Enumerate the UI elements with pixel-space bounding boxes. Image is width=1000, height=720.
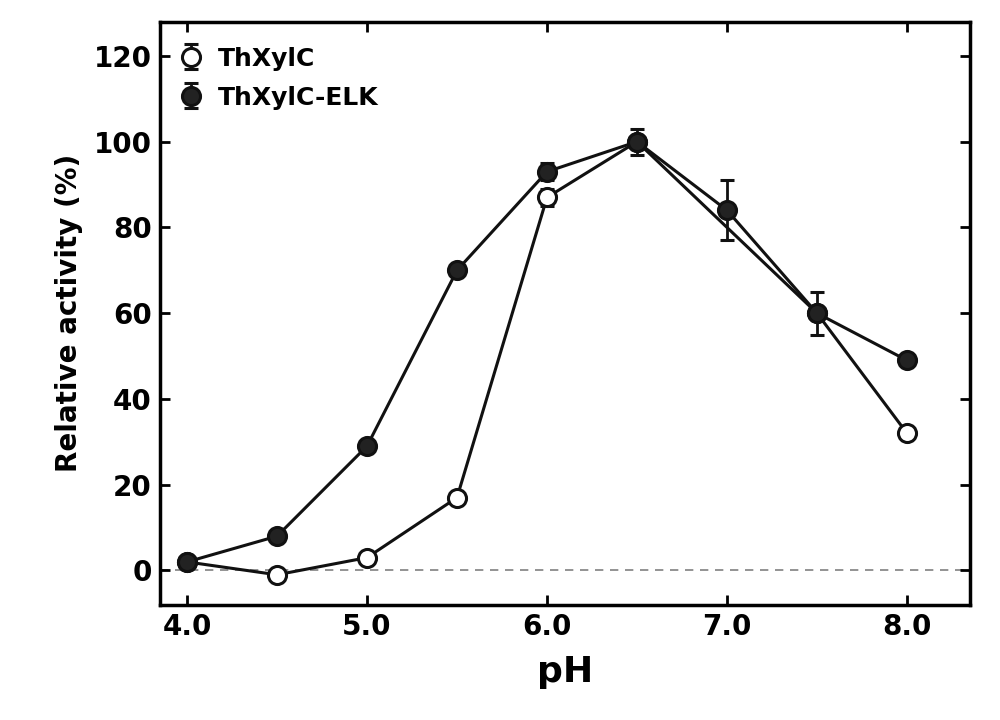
Y-axis label: Relative activity (%): Relative activity (%) — [55, 154, 83, 472]
Legend: ThXylC, ThXylC-ELK: ThXylC, ThXylC-ELK — [173, 34, 391, 122]
X-axis label: pH: pH — [537, 655, 593, 689]
